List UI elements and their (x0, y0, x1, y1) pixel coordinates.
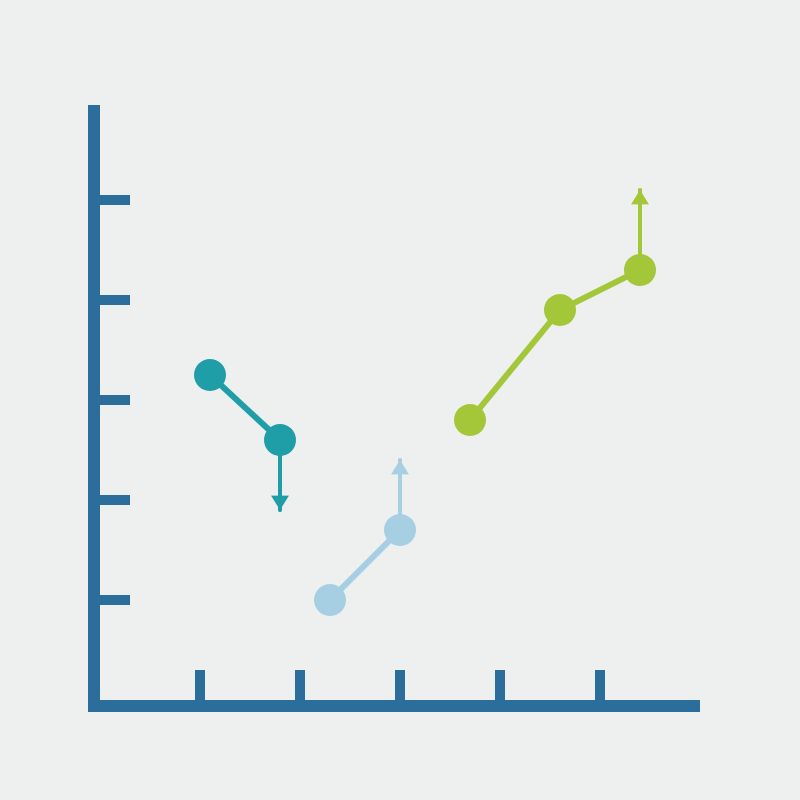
x-tick (495, 670, 505, 700)
y-tick (100, 395, 130, 405)
x-tick (295, 670, 305, 700)
series-teal-marker (264, 424, 296, 456)
series-lightblue-marker (314, 584, 346, 616)
series-green-marker (454, 404, 486, 436)
series-green-marker (544, 294, 576, 326)
y-tick (100, 495, 130, 505)
scatter-chart (0, 0, 800, 800)
x-axis (88, 700, 700, 712)
x-tick (395, 670, 405, 700)
y-tick (100, 595, 130, 605)
y-tick (100, 295, 130, 305)
series-teal-marker (194, 359, 226, 391)
y-tick (100, 195, 130, 205)
x-tick (195, 670, 205, 700)
y-axis (88, 105, 100, 712)
series-green-marker (624, 254, 656, 286)
series-lightblue-marker (384, 514, 416, 546)
x-tick (595, 670, 605, 700)
